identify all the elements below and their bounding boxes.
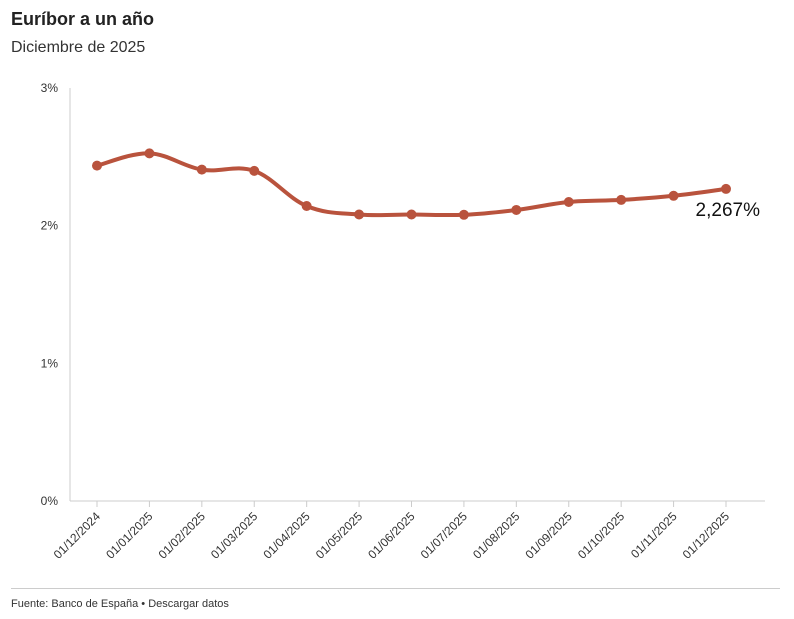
- x-tick-label: 01/02/2025: [156, 509, 209, 562]
- x-tick-label: 01/08/2025: [470, 509, 523, 562]
- y-axis: 0% 1% 2% 3%: [41, 81, 71, 508]
- series-line: [95, 151, 728, 218]
- data-point[interactable]: [354, 209, 365, 220]
- footer-divider: [11, 588, 780, 589]
- data-point[interactable]: [196, 164, 207, 175]
- data-point[interactable]: [458, 209, 469, 220]
- x-tick-label: 01/10/2025: [575, 509, 628, 562]
- x-tick-label: 01/03/2025: [208, 509, 261, 562]
- source-text: Fuente: Banco de España: [11, 598, 139, 610]
- x-tick-label: 01/11/2025: [628, 509, 680, 561]
- series-layer: [92, 148, 731, 220]
- chart-title: Euríbor a un año: [11, 9, 155, 29]
- data-point[interactable]: [249, 165, 260, 176]
- data-point[interactable]: [721, 183, 731, 194]
- data-point[interactable]: [511, 204, 522, 215]
- x-tick-label: 01/07/2025: [418, 509, 471, 562]
- x-tick-label: 01/01/2025: [103, 509, 156, 562]
- line-chart: 0%1%2%3% 01/12/2024 01/01/2025 01/02/2025 0…: [41, 81, 765, 562]
- x-tick-label: 01/12/2025: [680, 509, 733, 562]
- data-point[interactable]: [301, 200, 312, 211]
- footer: Fuente: Banco de España • Descargar dato…: [11, 598, 229, 610]
- data-point[interactable]: [92, 160, 102, 171]
- data-point[interactable]: [616, 194, 627, 205]
- last-value-label: 2,267%: [696, 200, 761, 221]
- data-point[interactable]: [563, 196, 574, 207]
- x-tick-label: 01/04/2025: [260, 509, 313, 562]
- y-tick-label: 2%: [41, 219, 59, 233]
- x-tick-label: 01/06/2025: [365, 509, 418, 562]
- y-tick-label: 3%: [41, 81, 59, 95]
- data-point[interactable]: [144, 148, 155, 159]
- x-tick-label: 01/12/2024: [51, 509, 104, 562]
- y-tick-label: 0%: [41, 494, 59, 508]
- footer-separator: •: [141, 598, 146, 610]
- data-point[interactable]: [668, 190, 679, 201]
- y-tick-label: 1%: [41, 356, 59, 370]
- label-layer: 2,267%: [696, 200, 761, 221]
- x-tick-label: 01/09/2025: [523, 509, 576, 562]
- x-axis: 01/12/2024 01/01/2025 01/02/2025 01/03/2025…: [51, 500, 765, 562]
- x-tick-label: 01/05/2025: [313, 509, 366, 562]
- download-data-link[interactable]: Descargar datos: [148, 598, 229, 610]
- chart-subtitle: Diciembre de 2025: [11, 39, 146, 56]
- data-point[interactable]: [406, 209, 417, 220]
